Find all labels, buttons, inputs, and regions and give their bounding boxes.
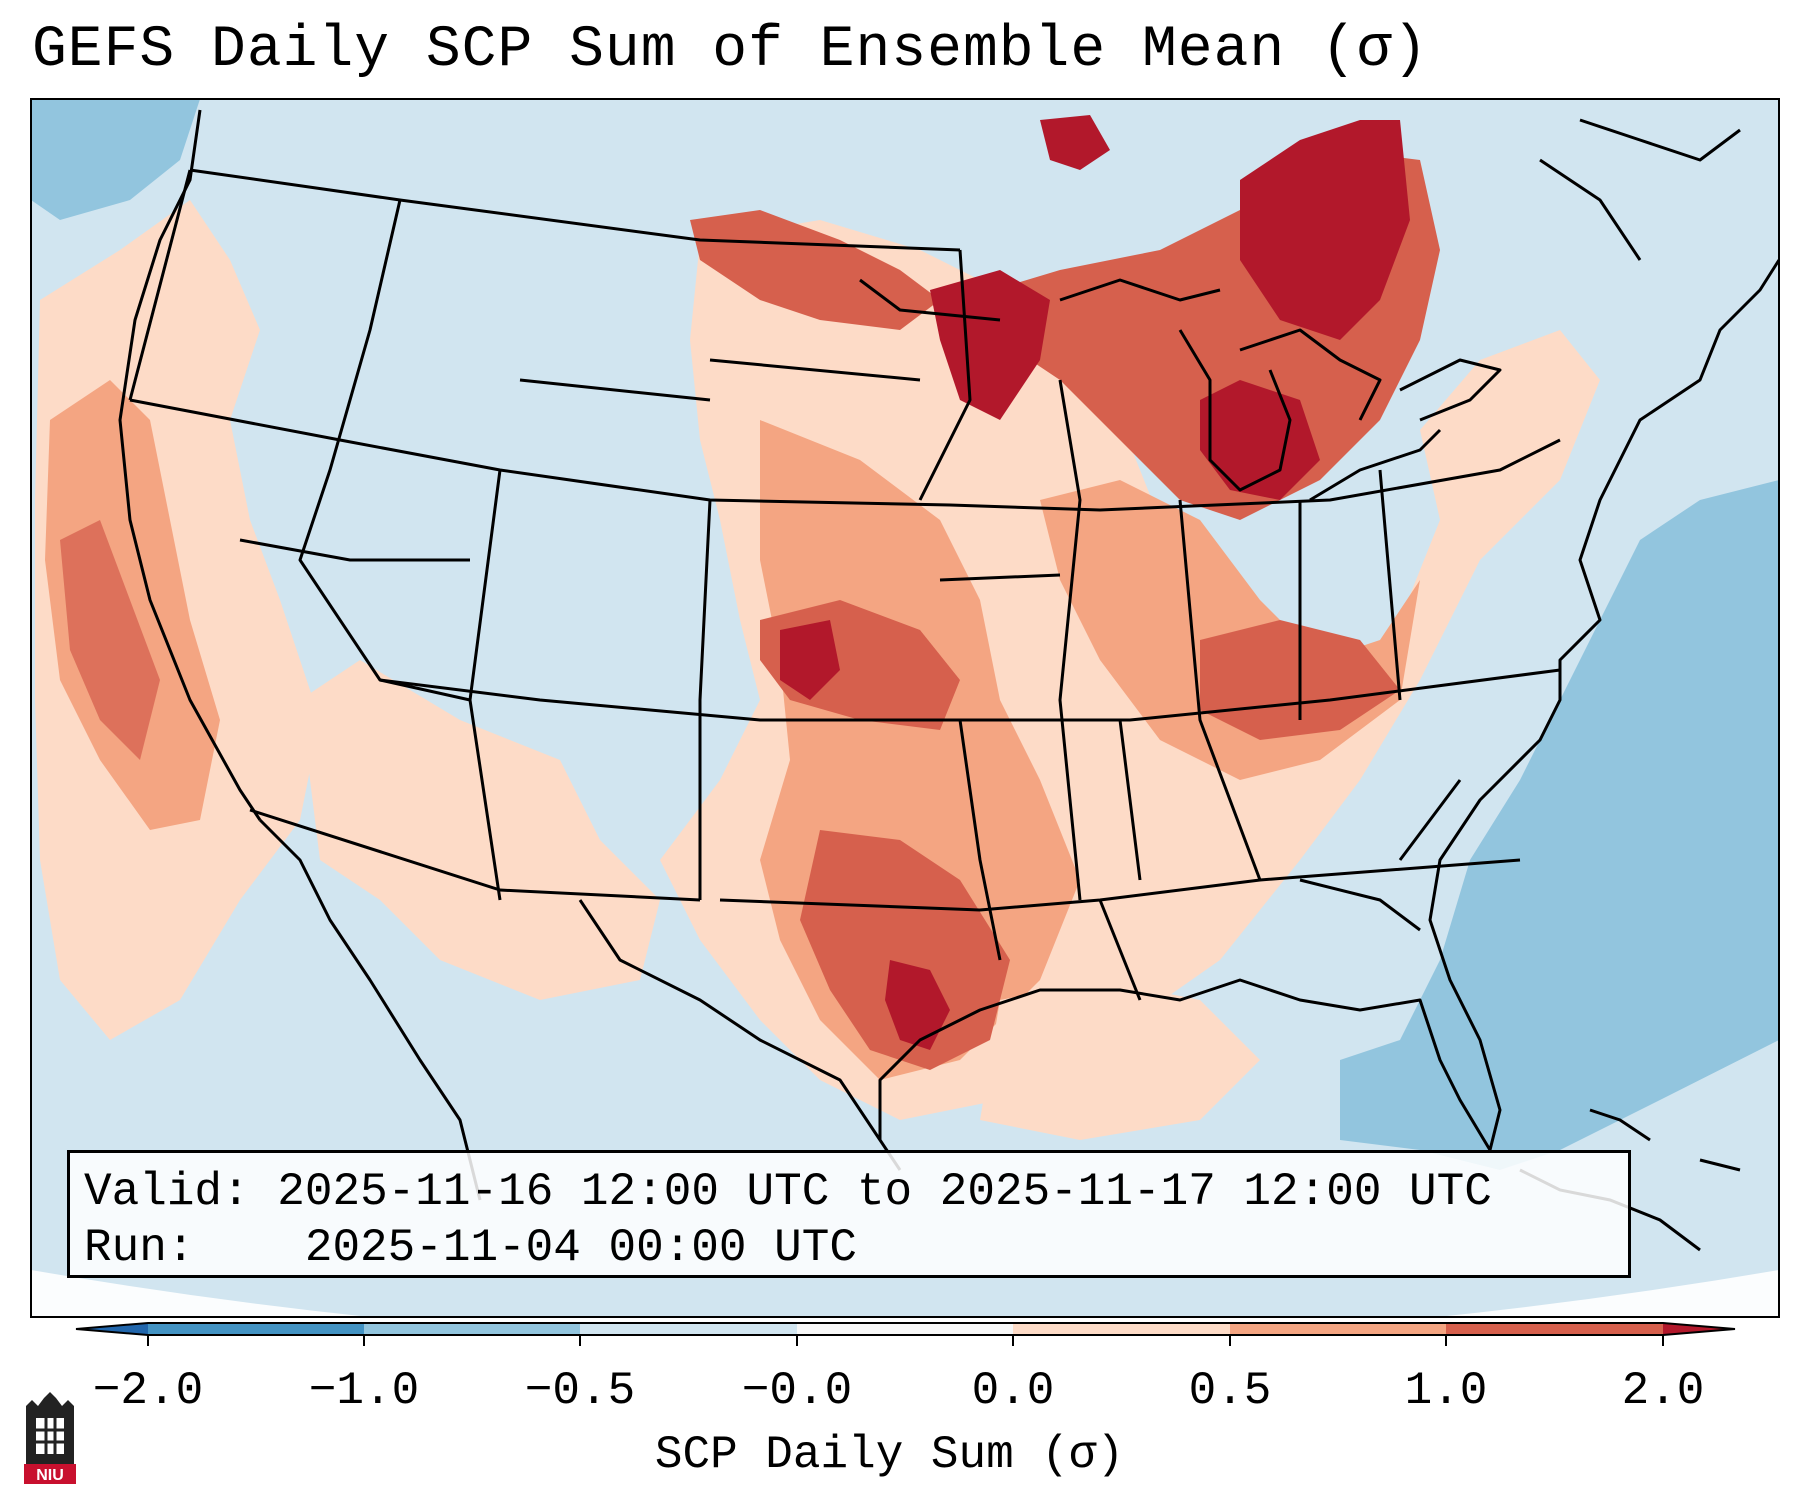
colorbar-segment [364,1323,580,1335]
colorbar-tick-label: −0.0 [741,1365,853,1417]
valid-label: Valid: [84,1166,250,1218]
colorbar [75,1322,1736,1346]
anomaly-west-coast-strong [60,520,160,760]
anomaly-texas-extreme [885,960,950,1050]
map-frame [30,98,1780,1318]
colorbar-segment [1013,1323,1230,1335]
anomaly-canada-extreme [1040,115,1110,170]
colorbar-extend-low [76,1323,148,1335]
logo-text: NIU [36,1467,64,1484]
colorbar-tick-label: 1.0 [1404,1365,1488,1417]
colorbar-tick-label: −2.0 [92,1365,204,1417]
colorbar-label: SCP Daily Sum (σ) [654,1429,1125,1481]
anomaly-gulf-weak [980,980,1260,1140]
coastlines [118,109,1779,1201]
colorbar-tick-label: −1.0 [308,1365,420,1417]
ocean-anomaly-pacific-nw [31,99,200,220]
anomaly-wisconsin-extreme [930,270,1050,420]
valid-time-line: Valid: 2025-11-16 12:00 UTC to 2025-11-1… [84,1169,1492,1215]
run-value: 2025-11-04 00:00 UTC [304,1222,857,1274]
colorbar-segment [1446,1323,1663,1335]
run-time-line: Run: 2025-11-04 00:00 UTC [84,1225,857,1271]
ocean-anomaly-atlantic [1340,480,1779,1170]
colorbar-extend-high [1663,1323,1735,1335]
niu-logo: NIU [24,1392,76,1484]
validity-info-box: Valid: 2025-11-16 12:00 UTC to 2025-11-1… [67,1150,1631,1278]
colorbar-tick-label: 0.0 [971,1365,1055,1417]
colorbar-segment [580,1323,797,1335]
run-label: Run: [84,1222,195,1274]
anomaly-kansas-extreme [780,620,840,700]
anomaly-great-lakes-extreme [1200,380,1320,500]
colorbar-tick-label: 2.0 [1621,1365,1705,1417]
anomaly-ontario-extreme [1240,120,1410,340]
state-boundaries [128,168,1561,1001]
colorbar-segment [1230,1323,1446,1335]
colorbar-segment [148,1323,364,1335]
colorbar-segment [797,1323,1013,1335]
anomaly-texas-strong [800,830,1010,1070]
valid-value: 2025-11-16 12:00 UTC to 2025-11-17 12:00… [277,1166,1492,1218]
great-lakes [1059,278,1502,502]
colorbar-tick-label: 0.5 [1188,1365,1272,1417]
anomaly-west-coast-moderate [45,380,220,830]
anomaly-southwest-weak [300,660,660,1000]
scp-anomaly-field [35,115,1600,1140]
anomaly-dakotas-strong [690,210,940,330]
colorbar-tick-label: −0.5 [524,1365,636,1417]
chart-title: GEFS Daily SCP Sum of Ensemble Mean (σ) [32,18,1429,83]
